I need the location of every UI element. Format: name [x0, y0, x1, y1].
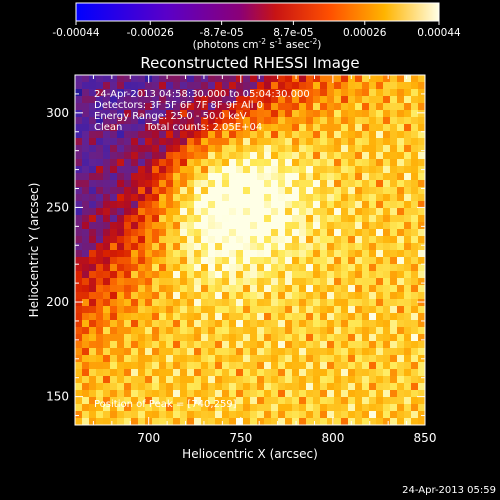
colorbar-tick-label: -0.00026 — [127, 27, 175, 39]
colorbar-ticks: -0.00044 -0.00026 -8.7e-05 8.7e-05 0.00026 0.… — [52, 21, 461, 39]
info-annotations: 24-Apr-2013 04:58:30.000 to 05:04:30.000… — [94, 89, 310, 410]
colorbar-unit: (photons cm-2 s-1 asec-2) — [193, 37, 322, 51]
annotation-energy: Energy Range: 25.0 - 50.0 keV — [94, 111, 247, 122]
annotation-detectors: Detectors: 3F 5F 6F 7F 8F 9F All 0 — [94, 100, 263, 111]
heatmap-image — [75, 75, 426, 426]
plot-frame — [74, 74, 426, 426]
x-tick-label: 700 — [137, 431, 160, 445]
annotation-counts: Total counts: 2.05E+04 — [145, 122, 262, 133]
y-tick-label: 250 — [46, 200, 69, 214]
y-tick-label: 150 — [46, 390, 69, 404]
colorbar-tick-label: -8.7e-05 — [200, 27, 244, 39]
y-axis-label: Heliocentric Y (arcsec) — [27, 183, 41, 318]
colorbar-frame — [75, 2, 440, 22]
colorbar-tick-label: 8.7e-05 — [273, 27, 313, 39]
chart-title: Reconstructed RHESSI Image — [140, 54, 359, 72]
x-tick-label: 850 — [414, 431, 437, 445]
y-tick-label: 300 — [46, 106, 69, 120]
colorbar-tick-label: 0.00044 — [417, 27, 461, 39]
colorbar: -0.00044 -0.00026 -8.7e-05 8.7e-05 0.00026 0.… — [52, 2, 461, 51]
colorbar-gradient — [76, 3, 439, 21]
annotation-peak: Position of Peak = [740,259] — [94, 399, 237, 410]
colorbar-tick-label: 0.00026 — [343, 27, 387, 39]
axes: 700 750 800 850 150 200 250 300 — [46, 74, 437, 445]
footer-timestamp: 24-Apr-2013 05:59 — [402, 485, 496, 496]
y-tick-label: 200 — [46, 295, 69, 309]
x-axis-label: Heliocentric X (arcsec) — [182, 447, 318, 461]
x-tick-label: 750 — [229, 431, 252, 445]
colorbar-tick-label: -0.00044 — [52, 27, 100, 39]
annotation-algorithm: Clean — [94, 122, 122, 133]
x-tick-label: 800 — [321, 431, 344, 445]
annotation-time: 24-Apr-2013 04:58:30.000 to 05:04:30.000 — [94, 89, 310, 100]
